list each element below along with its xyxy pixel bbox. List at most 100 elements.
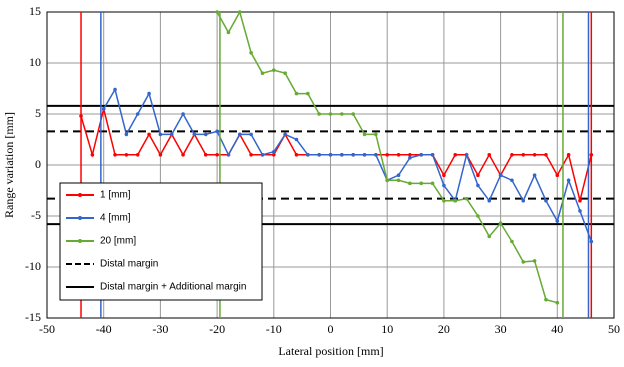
legend-label: 4 [mm] (100, 213, 131, 224)
data-point (113, 153, 117, 157)
data-point (498, 173, 503, 177)
data-point (408, 181, 412, 186)
data-point (396, 178, 401, 183)
data-point (283, 132, 287, 137)
data-point (521, 260, 526, 264)
data-point (385, 153, 390, 157)
x-tick-label: 50 (608, 322, 620, 336)
data-point (317, 112, 321, 116)
data-point (374, 153, 378, 157)
data-point (237, 132, 242, 137)
y-tick-label: 15 (29, 4, 41, 18)
data-point (419, 153, 424, 157)
data-point (272, 153, 276, 157)
data-point (215, 129, 219, 134)
legend-label: Distal margin + Additional margin (100, 282, 246, 293)
data-point (555, 300, 560, 305)
data-point (328, 153, 333, 157)
data-point (442, 183, 446, 188)
data-point (203, 153, 208, 157)
y-tick-label: -10 (25, 259, 41, 273)
data-point (510, 153, 514, 157)
data-point (566, 178, 571, 183)
data-point (181, 153, 185, 157)
data-point (249, 132, 253, 137)
legend-marker (78, 239, 82, 243)
data-point (521, 198, 526, 203)
legend-label: Distal margin (100, 259, 158, 270)
data-point (487, 153, 492, 157)
data-point (396, 153, 401, 157)
x-tick-label: 10 (381, 322, 393, 336)
data-point (113, 87, 117, 92)
data-point (351, 153, 355, 157)
data-point (430, 181, 435, 186)
data-point (135, 153, 140, 157)
data-point (408, 156, 412, 160)
data-point (419, 181, 424, 186)
data-point (306, 153, 310, 157)
data-point (90, 153, 95, 157)
data-point (272, 149, 276, 154)
data-point (464, 153, 469, 157)
data-point (464, 196, 469, 201)
x-tick-label: -30 (152, 322, 168, 336)
data-point (578, 198, 582, 203)
data-point (589, 239, 594, 244)
data-point (249, 153, 253, 157)
data-point (226, 30, 231, 35)
data-point (340, 112, 344, 116)
data-point (362, 153, 367, 157)
data-point (442, 173, 446, 177)
y-tick-label: -5 (31, 208, 41, 222)
data-point (487, 234, 492, 239)
y-tick-label: -15 (25, 310, 41, 324)
data-point (408, 153, 412, 157)
data-point (385, 178, 390, 183)
data-point (476, 173, 480, 177)
data-point (283, 71, 287, 75)
data-point (294, 91, 299, 96)
data-point (294, 137, 299, 142)
data-point (158, 132, 163, 137)
data-point (249, 51, 253, 55)
data-point (453, 198, 458, 203)
data-point (351, 112, 355, 116)
data-point (532, 153, 537, 157)
data-point (101, 107, 106, 111)
data-point (498, 221, 503, 225)
data-point (147, 91, 151, 96)
data-point (374, 132, 378, 137)
data-point (510, 178, 514, 183)
data-point (158, 153, 163, 157)
data-point (442, 198, 446, 203)
data-point (169, 132, 174, 137)
data-point (237, 10, 242, 14)
data-point (260, 153, 265, 157)
data-point (272, 68, 276, 72)
x-tick-label: -20 (209, 322, 225, 336)
data-point (306, 91, 310, 96)
data-point (487, 198, 492, 203)
series-line (103, 87, 593, 242)
data-point (328, 112, 333, 116)
x-axis-label: Lateral position [mm] (278, 344, 383, 358)
data-point (362, 132, 367, 137)
data-point (555, 173, 560, 177)
legend-marker (78, 193, 82, 197)
plot-frame (46, 11, 615, 319)
data-point (147, 132, 151, 137)
data-point (544, 198, 548, 203)
x-tick-label: 0 (328, 322, 334, 336)
legend-label: 20 [mm] (100, 236, 136, 247)
data-point (79, 114, 83, 118)
data-point (532, 173, 537, 177)
data-point (476, 183, 480, 188)
data-point (532, 259, 537, 263)
data-point (544, 153, 548, 157)
x-tick-label: -10 (266, 322, 282, 336)
data-point (340, 153, 344, 157)
x-tick-label: 20 (438, 322, 450, 336)
data-point (544, 297, 548, 302)
